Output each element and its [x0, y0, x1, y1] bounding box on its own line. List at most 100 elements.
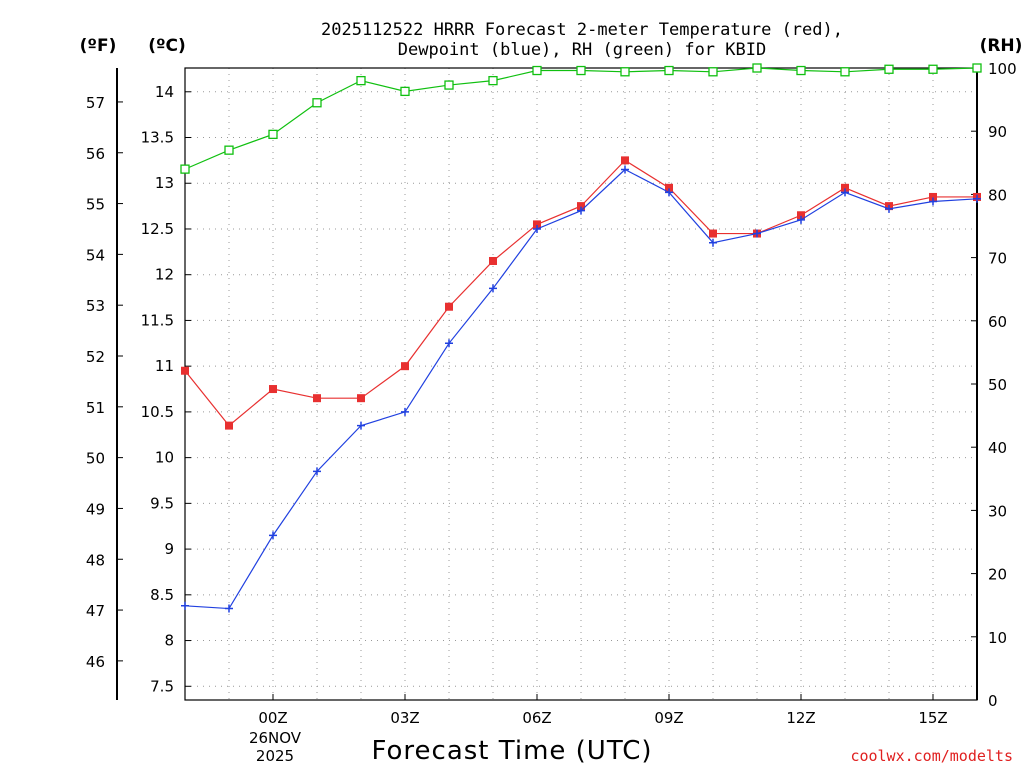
title-line-2: Dewpoint (blue), RH (green) for KBID [398, 40, 766, 60]
data-point [929, 197, 937, 206]
data-point [665, 183, 673, 192]
data-point [268, 129, 278, 140]
data-point [313, 467, 321, 476]
data-point [797, 211, 805, 220]
data-point [269, 531, 277, 540]
series-line [184, 67, 978, 170]
x-tick-label: 12Z [786, 709, 815, 727]
data-point [181, 366, 189, 375]
data-point [577, 206, 585, 215]
data-point [840, 67, 850, 77]
data-point [884, 64, 894, 74]
data-point [796, 65, 806, 76]
celsius-tick-label: 8.5 [150, 586, 174, 604]
celsius-tick-label: 8 [164, 632, 174, 650]
rh-tick-label: 70 [988, 250, 1007, 268]
fahrenheit-tick-label: 49 [86, 500, 105, 518]
data-point [533, 224, 541, 233]
date-label-day: 26NOV [249, 729, 302, 747]
x-tick-label: 15Z [918, 709, 947, 727]
fahrenheit-tick-label: 46 [86, 653, 105, 671]
fahrenheit-tick-label: 50 [86, 450, 105, 468]
data-point [753, 229, 761, 238]
data-point [400, 86, 410, 97]
data-series [180, 63, 982, 613]
celsius-tick-label: 10 [155, 449, 174, 467]
data-point [357, 394, 365, 403]
data-point [357, 421, 365, 430]
data-point [224, 145, 234, 155]
rh-tick-label: 20 [988, 566, 1007, 584]
series-dewpoint [181, 165, 981, 613]
data-point [181, 601, 189, 610]
data-point [577, 202, 585, 211]
rh-tick-label: 90 [988, 123, 1007, 141]
x-tick-label: 09Z [654, 709, 683, 727]
series-temperature [181, 156, 981, 430]
celsius-tick-label: 13 [155, 174, 174, 192]
data-point [444, 80, 454, 90]
data-point [929, 192, 937, 201]
data-point [709, 238, 717, 247]
data-point [709, 229, 717, 238]
data-point [576, 65, 586, 76]
title-line-1: 2025112522 HRRR Forecast 2-meter Tempera… [321, 20, 843, 40]
celsius-tick-label: 13.5 [141, 129, 174, 147]
fahrenheit-tick-label: 56 [86, 145, 105, 163]
celsius-tick-label: 12 [155, 266, 174, 284]
data-point [225, 421, 233, 430]
data-point [841, 188, 849, 197]
fahrenheit-tick-label: 51 [86, 399, 105, 417]
data-point [621, 156, 629, 165]
data-point [665, 188, 673, 197]
celsius-tick-label: 7.5 [150, 677, 174, 695]
data-point [401, 407, 409, 416]
tick-labels: 7.5 8 8.5 9 9.5 10 10.5 11 11.5 12 12.5 13 13.5 14 46 4… [86, 60, 1017, 727]
source-credit: coolwx.com/modelts [850, 747, 1013, 765]
celsius-tick-label: 11 [155, 357, 174, 375]
rh-tick-label: 80 [988, 186, 1007, 204]
celsius-axis-unit: (ºC) [148, 36, 186, 56]
data-point [621, 165, 629, 174]
data-point [489, 284, 497, 293]
fahrenheit-tick-label: 48 [86, 551, 105, 569]
rh-tick-label: 50 [988, 376, 1007, 394]
data-point [752, 63, 762, 73]
fahrenheit-tick-label: 57 [86, 94, 105, 112]
data-point [313, 394, 321, 403]
data-point [620, 67, 630, 77]
fahrenheit-tick-label: 53 [86, 297, 105, 315]
celsius-tick-label: 9.5 [150, 494, 174, 512]
x-axis-title: Forecast Time (UTC) [371, 736, 652, 766]
data-point [885, 204, 893, 213]
fahrenheit-tick-label: 47 [86, 602, 105, 620]
rh-tick-label: 30 [988, 502, 1007, 520]
data-point [664, 65, 674, 76]
x-tick-label: 06Z [522, 709, 551, 727]
data-point [356, 75, 366, 86]
data-point [269, 385, 277, 394]
series-relative-humidity [180, 63, 982, 174]
x-tick-label: 00Z [258, 709, 287, 727]
data-point [445, 302, 453, 311]
data-point [312, 98, 322, 108]
data-point [972, 63, 982, 73]
data-point [533, 220, 541, 229]
rh-tick-label: 0 [988, 692, 998, 710]
data-point [973, 194, 981, 203]
celsius-tick-label: 10.5 [141, 403, 174, 421]
plot-frame [184, 67, 978, 701]
data-point [445, 339, 453, 348]
celsius-tick-label: 12.5 [141, 220, 174, 238]
fahrenheit-tick-label: 55 [86, 196, 105, 214]
rh-tick-label: 60 [988, 313, 1007, 331]
chart-title: 2025112522 HRRR Forecast 2-meter Tempera… [321, 20, 843, 60]
data-point [797, 215, 805, 224]
data-point [841, 183, 849, 192]
fahrenheit-axis-unit: (ºF) [80, 36, 117, 56]
celsius-tick-label: 14 [155, 83, 174, 101]
axes [116, 67, 978, 701]
rh-tick-label: 10 [988, 629, 1007, 647]
data-point [928, 64, 938, 74]
